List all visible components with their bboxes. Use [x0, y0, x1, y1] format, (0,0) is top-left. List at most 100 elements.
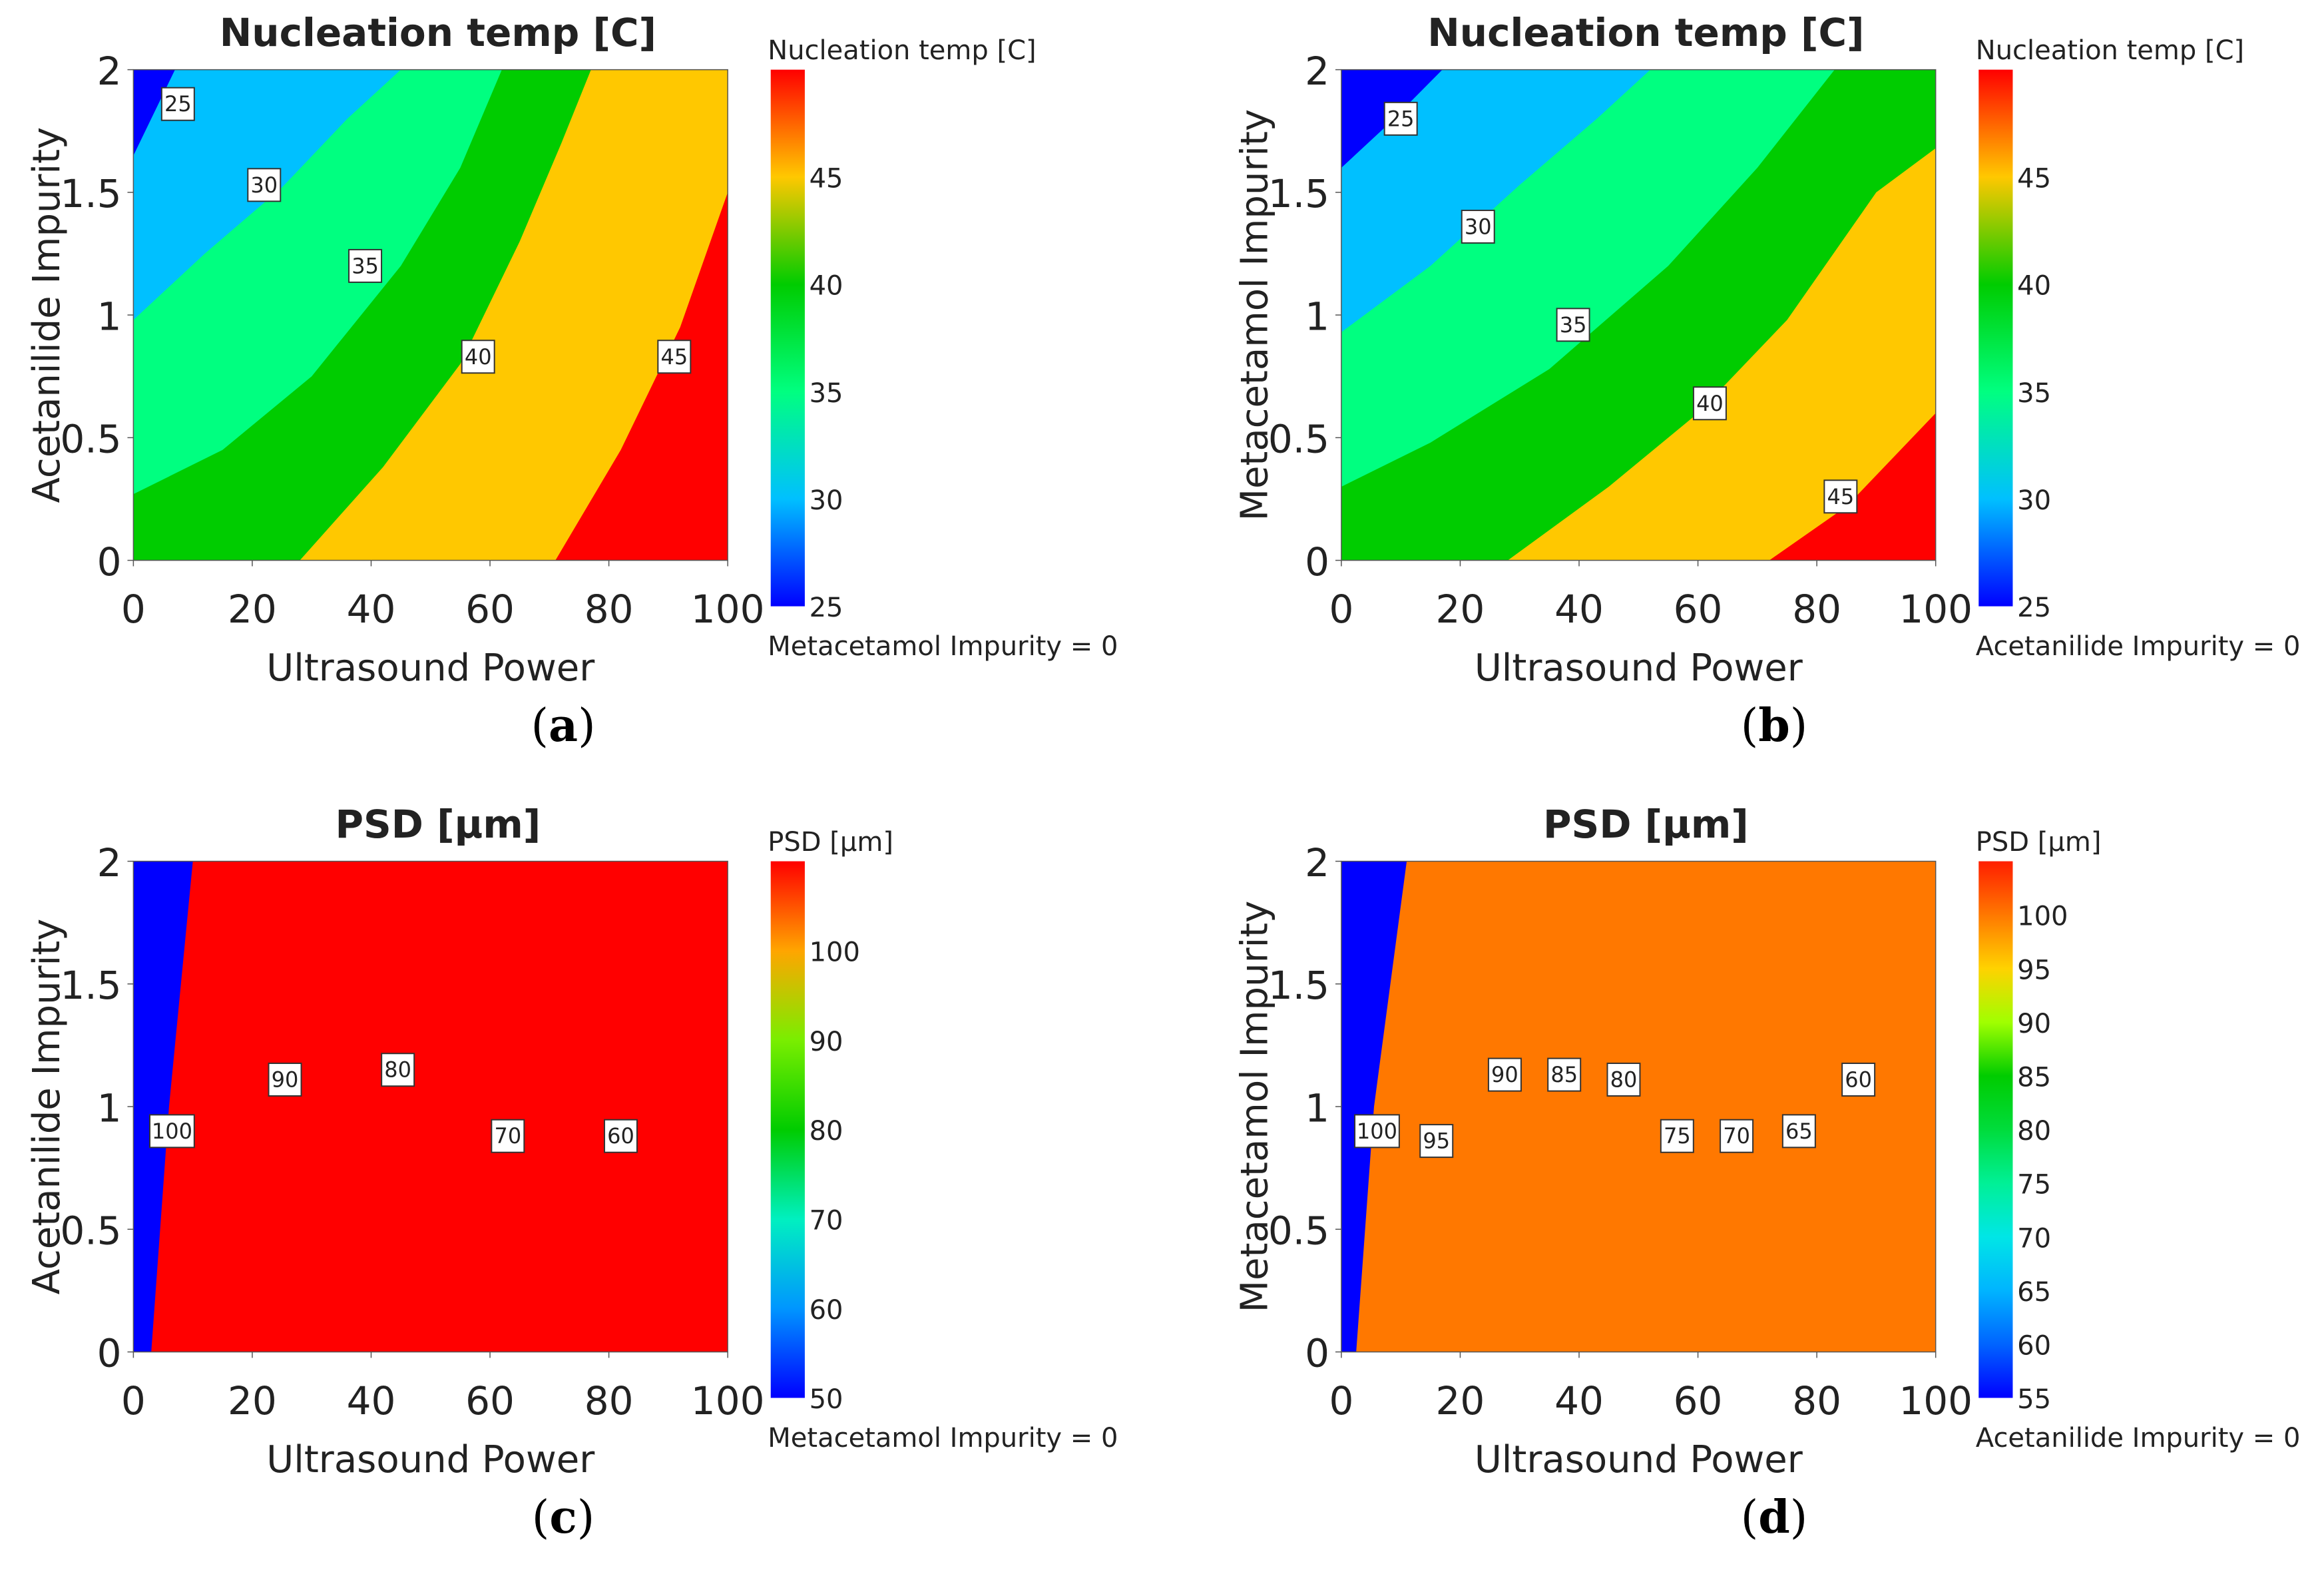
panel-label-letter: b — [1758, 699, 1790, 752]
panel-label: (a) — [531, 699, 595, 752]
x-tick-label: 100 — [691, 587, 765, 632]
panel-label: (d) — [1741, 1491, 1808, 1544]
contour-label-box — [1823, 479, 1858, 514]
panel-label-close: ) — [1790, 700, 1808, 752]
contour-label-box — [491, 1119, 525, 1153]
panel-label: (b) — [1741, 699, 1808, 752]
contour-label-box — [381, 1053, 415, 1087]
contour-label: 30 — [250, 172, 278, 198]
colorbar-tick-label: 85 — [2017, 1063, 2051, 1093]
contour-label-box — [1660, 1119, 1694, 1153]
x-axis-label: Ultrasound Power — [266, 647, 595, 690]
contour-label: 40 — [465, 344, 492, 370]
contour-label-box — [1556, 308, 1590, 342]
x-axis-label: Ultrasound Power — [1475, 647, 1803, 690]
contour-plot — [133, 69, 728, 561]
contour-label-box — [1419, 1124, 1454, 1159]
panel-label-letter: c — [549, 1491, 577, 1544]
chart-title: Nucleation temp [C] — [1427, 10, 1864, 55]
colorbar-tick-label: 35 — [2017, 378, 2051, 409]
contour-label-box — [149, 1114, 195, 1149]
y-tick-label: 0.5 — [1268, 1208, 1329, 1254]
x-tick-label: 80 — [584, 1378, 634, 1424]
contour-label: 100 — [1357, 1119, 1397, 1144]
x-tick-label: 0 — [1329, 1378, 1353, 1424]
contour-label: 45 — [660, 344, 688, 370]
x-tick-label: 100 — [691, 1378, 765, 1424]
panel-label-open: ( — [531, 700, 549, 752]
y-tick-label: 1.5 — [1268, 963, 1329, 1008]
panel-label-open: ( — [1741, 1491, 1759, 1544]
colorbar-tick-label: 70 — [2017, 1223, 2051, 1254]
y-tick-label: 0 — [1305, 1331, 1329, 1376]
contour-label-box — [160, 87, 195, 121]
colorbar-title: Nucleation temp [C] — [768, 35, 1036, 66]
contour-label-box — [1720, 1119, 1754, 1153]
colorbar-tick-label: 40 — [2017, 271, 2051, 302]
contour-region-level-45 — [555, 192, 728, 561]
contour-label: 65 — [1785, 1119, 1813, 1144]
contour-label: 100 — [152, 1119, 192, 1144]
y-tick-label: 1 — [97, 1085, 122, 1131]
x-tick-label: 0 — [1329, 587, 1353, 632]
contour-label-box — [1383, 101, 1418, 136]
y-tick-label: 1 — [97, 294, 122, 339]
x-tick-label: 100 — [1899, 587, 1973, 632]
contour-region-level-95 — [1356, 861, 1936, 1352]
x-tick-label: 40 — [1554, 587, 1604, 632]
contour-plot — [1341, 69, 1936, 561]
colorbar-tick-label: 80 — [2017, 1116, 2051, 1147]
condition-label: Acetanilide Impurity = 0 — [1976, 1423, 2301, 1453]
x-axis-label: Ultrasound Power — [1475, 1438, 1803, 1481]
y-axis-label: Acetanilide Impurity — [25, 127, 69, 503]
chart-title: PSD [μm] — [336, 802, 541, 847]
y-tick-label: 2 — [1305, 49, 1329, 94]
panel-label-close: ) — [1790, 1491, 1808, 1544]
contour-label-box — [1547, 1057, 1582, 1092]
y-tick-label: 1.5 — [1268, 171, 1329, 216]
x-tick-label: 60 — [465, 1378, 515, 1424]
contour-label: 40 — [1696, 391, 1724, 416]
colorbar-tick-label: 65 — [2017, 1277, 2051, 1308]
condition-label: Metacetamol Impurity = 0 — [768, 1423, 1118, 1453]
x-tick-label: 40 — [1554, 1378, 1604, 1424]
contour-label-box — [247, 168, 282, 202]
contour-plot — [133, 861, 728, 1352]
colorbar — [1978, 69, 2013, 607]
colorbar-tick-label: 30 — [2017, 485, 2051, 516]
panel-label-letter: a — [549, 699, 578, 752]
contour-label-box — [461, 340, 495, 374]
panel-label-letter: d — [1758, 1491, 1790, 1544]
colorbar-tick-label: 25 — [2017, 593, 2051, 623]
contour-label-box — [603, 1119, 638, 1153]
x-axis-label: Ultrasound Power — [266, 1438, 595, 1481]
contour-label: 80 — [384, 1057, 411, 1083]
colorbar-tick-label: 70 — [810, 1205, 843, 1236]
y-tick-label: 0 — [97, 1331, 122, 1376]
condition-label: Acetanilide Impurity = 0 — [1976, 631, 2301, 662]
colorbar — [1978, 861, 2013, 1398]
colorbar-tick-label: 100 — [810, 937, 860, 967]
y-axis-label: Metacetamol Impurity — [1234, 901, 1277, 1313]
y-tick-label: 1 — [1305, 1085, 1329, 1131]
contour-label: 25 — [1387, 106, 1415, 131]
colorbar-tick-label: 60 — [2017, 1330, 2051, 1361]
y-tick-label: 1.5 — [60, 171, 121, 216]
contour-region-level-40 — [1507, 148, 1936, 561]
colorbar-tick-label: 55 — [2017, 1384, 2051, 1415]
panel-label-close: ) — [577, 1491, 595, 1544]
contour-region-level-105 — [151, 861, 728, 1352]
contour-label: 70 — [494, 1123, 521, 1149]
colorbar — [770, 861, 805, 1398]
contour-label-box — [657, 340, 692, 374]
contour-label-box — [1841, 1062, 1876, 1097]
y-axis-label: Acetanilide Impurity — [25, 919, 69, 1295]
contour-label-box — [1487, 1057, 1522, 1092]
x-tick-label: 0 — [121, 587, 146, 632]
x-tick-label: 0 — [121, 1378, 146, 1424]
contour-label: 85 — [1550, 1062, 1578, 1087]
contour-label: 90 — [272, 1067, 299, 1092]
contour-label: 80 — [1610, 1067, 1638, 1092]
contour-label-box — [1354, 1114, 1400, 1149]
